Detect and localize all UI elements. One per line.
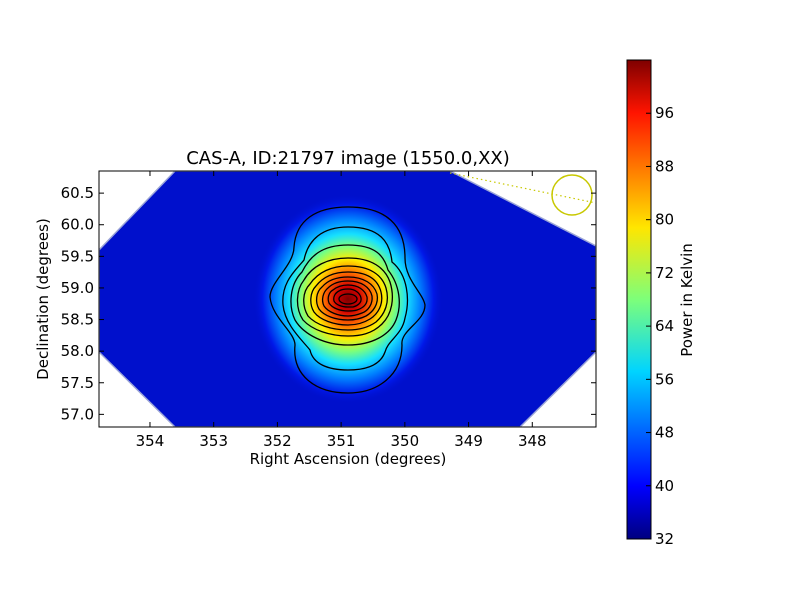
y-tick-label: 60.0 [61,216,94,234]
contour-lines [269,206,426,394]
contour-line [290,244,400,346]
beam-marker-circle [551,174,593,216]
x-tick-label: 354 [136,432,165,450]
colorbar-tick-label: 64 [655,317,674,335]
y-tick-label: 60.5 [61,184,94,202]
colorbar [626,59,652,540]
contour-line [321,280,373,317]
x-tick-label: 352 [263,432,292,450]
chart-title: CAS-A, ID:21797 image (1550.0,XX) [186,148,510,169]
contour-line [338,293,358,305]
plot-area [99,171,596,427]
x-axis: 354 353 352 351 350 349 348 [136,171,547,450]
y-tick-label: 59.5 [61,247,94,265]
y-tick-label: 58.5 [61,311,94,329]
y-tick-label: 57.5 [61,374,94,392]
x-tick-label: 348 [518,432,547,450]
plot-frame [98,170,597,428]
x-tick-label: 353 [199,432,228,450]
x-axis-label: Right Ascension (degrees) [250,450,447,468]
x-tick-label: 349 [454,432,483,450]
y-axis-label: Declination (degrees) [34,218,52,380]
y-axis: 60.5 60.0 59.5 59.0 58.5 58.0 57.5 57.0 [61,184,596,423]
contour-line [303,265,389,331]
colorbar-tick-label: 80 [655,211,674,229]
contour-line [296,257,393,337]
contour-line [333,288,362,308]
contour-line [282,226,409,371]
x-tick-label: 350 [391,432,420,450]
colorbar-tick-label: 88 [655,157,674,175]
y-tick-label: 59.0 [61,279,94,297]
contour-line [327,284,368,312]
colorbar-axis: 32 40 48 56 64 72 80 88 96 [646,104,674,548]
colorbar-tick-label: 72 [655,264,674,282]
y-tick-label: 57.0 [61,405,94,423]
colorbar-tick-label: 96 [655,104,674,122]
colorbar-tick-label: 56 [655,370,674,388]
source-emission [253,194,443,404]
y-tick-label: 58.0 [61,342,94,360]
contour-line [269,206,426,394]
colorbar-label: Power in Kelvin [678,243,696,357]
colorbar-tick-label: 48 [655,424,674,442]
contour-line [315,276,379,321]
colorbar-tick-label: 40 [655,477,674,495]
x-tick-label: 351 [327,432,356,450]
colorbar-tick-label: 32 [655,530,674,548]
contour-line [310,271,383,326]
